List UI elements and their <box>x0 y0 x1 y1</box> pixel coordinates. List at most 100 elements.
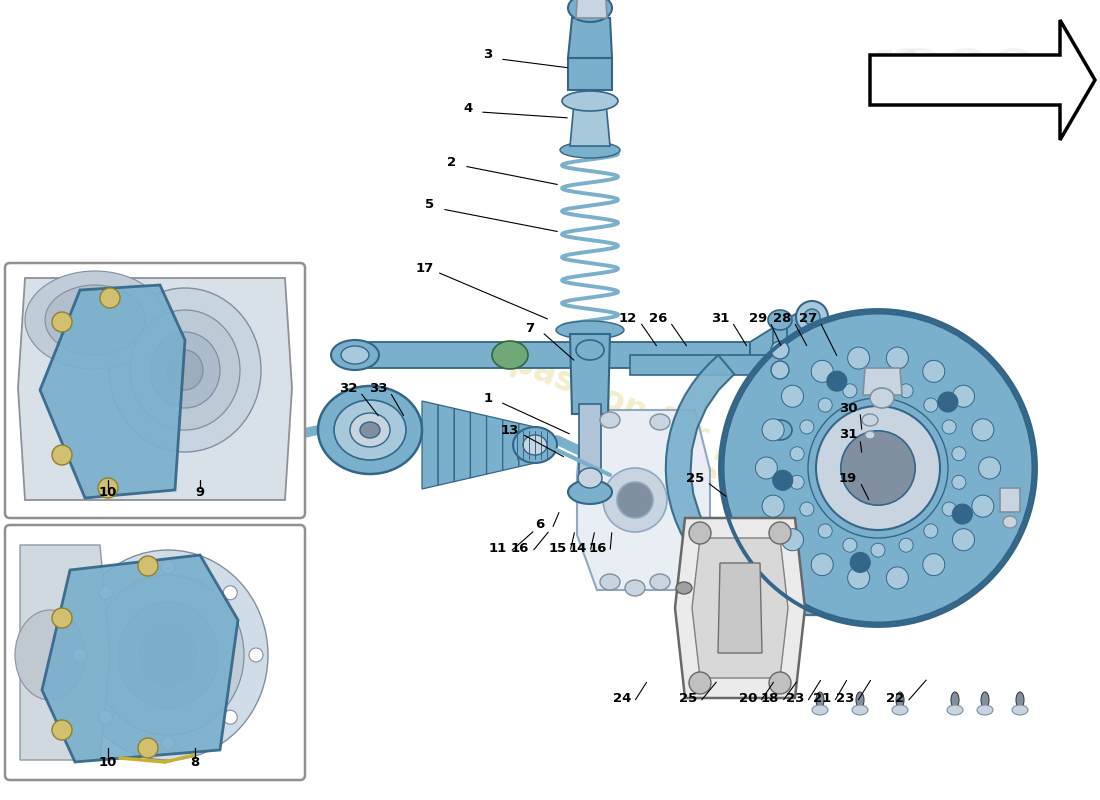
Ellipse shape <box>318 386 422 474</box>
Text: 1: 1 <box>483 391 493 405</box>
Polygon shape <box>666 330 960 615</box>
Ellipse shape <box>161 560 175 574</box>
Text: ces: ces <box>889 29 1032 111</box>
Ellipse shape <box>771 361 789 379</box>
Ellipse shape <box>843 384 857 398</box>
Ellipse shape <box>99 710 113 724</box>
Ellipse shape <box>816 692 824 708</box>
Ellipse shape <box>953 529 975 550</box>
Ellipse shape <box>223 710 238 724</box>
Text: 7: 7 <box>526 322 535 334</box>
Ellipse shape <box>360 422 379 438</box>
Ellipse shape <box>603 468 667 532</box>
Polygon shape <box>355 342 750 368</box>
Ellipse shape <box>772 470 793 490</box>
Ellipse shape <box>15 610 85 700</box>
Ellipse shape <box>650 414 670 430</box>
Ellipse shape <box>92 575 244 735</box>
Ellipse shape <box>848 567 870 589</box>
Text: 28: 28 <box>773 311 791 325</box>
Ellipse shape <box>899 538 913 552</box>
Ellipse shape <box>843 538 857 552</box>
Ellipse shape <box>1003 516 1018 528</box>
Ellipse shape <box>781 529 803 550</box>
Polygon shape <box>422 401 438 489</box>
Ellipse shape <box>947 705 962 715</box>
Polygon shape <box>576 0 607 18</box>
Ellipse shape <box>52 608 72 628</box>
Ellipse shape <box>99 586 113 600</box>
Text: r: r <box>869 29 911 111</box>
Ellipse shape <box>223 586 238 600</box>
Text: 2: 2 <box>448 155 456 169</box>
Ellipse shape <box>723 313 1033 623</box>
Ellipse shape <box>942 420 956 434</box>
Ellipse shape <box>130 310 240 430</box>
Polygon shape <box>864 368 902 395</box>
Text: 32: 32 <box>339 382 358 394</box>
Ellipse shape <box>979 457 1001 479</box>
Text: 13: 13 <box>500 423 519 437</box>
Ellipse shape <box>952 475 966 490</box>
Ellipse shape <box>798 353 826 377</box>
Text: 14: 14 <box>569 542 587 554</box>
Text: 16: 16 <box>588 542 607 554</box>
Ellipse shape <box>816 406 940 530</box>
Polygon shape <box>579 404 601 480</box>
Ellipse shape <box>249 648 263 662</box>
Ellipse shape <box>871 543 886 557</box>
Text: 29: 29 <box>749 311 767 325</box>
Text: 30: 30 <box>838 402 857 414</box>
Ellipse shape <box>952 692 959 708</box>
Ellipse shape <box>899 384 913 398</box>
Polygon shape <box>675 518 805 698</box>
Ellipse shape <box>100 288 120 308</box>
Text: 16: 16 <box>510 542 529 554</box>
Polygon shape <box>1000 488 1020 512</box>
Text: 27: 27 <box>799 311 817 325</box>
Ellipse shape <box>768 420 792 440</box>
Text: 17: 17 <box>416 262 434 274</box>
Ellipse shape <box>852 705 868 715</box>
Ellipse shape <box>568 0 612 22</box>
Ellipse shape <box>556 321 624 339</box>
Text: 12: 12 <box>619 311 637 325</box>
Text: 5: 5 <box>426 198 434 211</box>
Text: 31: 31 <box>839 429 857 442</box>
Polygon shape <box>570 334 611 414</box>
Text: 20: 20 <box>739 691 757 705</box>
Ellipse shape <box>972 419 994 441</box>
Polygon shape <box>18 278 292 500</box>
Text: 22: 22 <box>886 691 904 705</box>
Ellipse shape <box>972 495 994 517</box>
Ellipse shape <box>887 347 909 369</box>
FancyBboxPatch shape <box>6 263 305 518</box>
Text: 6: 6 <box>536 518 544 531</box>
Ellipse shape <box>850 553 870 573</box>
Text: 25: 25 <box>679 691 697 705</box>
Ellipse shape <box>953 386 975 407</box>
Polygon shape <box>454 409 471 482</box>
Polygon shape <box>630 355 810 375</box>
Text: 19: 19 <box>839 471 857 485</box>
Ellipse shape <box>617 482 653 518</box>
Ellipse shape <box>492 341 528 369</box>
Ellipse shape <box>804 309 820 325</box>
Ellipse shape <box>952 446 966 461</box>
Ellipse shape <box>331 340 379 370</box>
Ellipse shape <box>167 350 204 390</box>
Ellipse shape <box>1016 692 1024 708</box>
FancyBboxPatch shape <box>6 525 305 780</box>
Polygon shape <box>773 320 786 430</box>
Text: 33: 33 <box>368 382 387 394</box>
Polygon shape <box>471 412 486 478</box>
Text: 26: 26 <box>649 311 668 325</box>
Ellipse shape <box>771 341 789 359</box>
Ellipse shape <box>862 414 878 426</box>
Ellipse shape <box>924 524 938 538</box>
Ellipse shape <box>68 550 268 760</box>
Text: 11: 11 <box>488 542 507 554</box>
Ellipse shape <box>896 692 904 708</box>
Ellipse shape <box>953 504 972 524</box>
Ellipse shape <box>871 379 886 393</box>
